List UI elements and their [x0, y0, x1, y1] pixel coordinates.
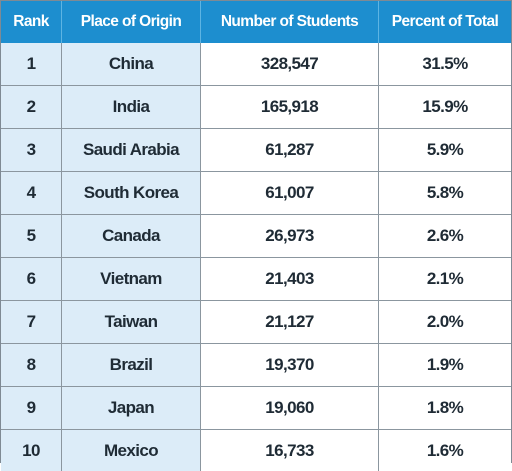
rank-cell: 3: [1, 129, 61, 171]
table-row: 8 Brazil 19,370 1.9%: [1, 343, 511, 386]
percent-of-total-cell: 1.8%: [378, 387, 511, 429]
number-of-students-cell: 21,403: [200, 258, 378, 300]
table-row: 2 India 165,918 15.9%: [1, 85, 511, 128]
table-row: 6 Vietnam 21,403 2.1%: [1, 257, 511, 300]
percent-of-total-cell: 2.6%: [378, 215, 511, 257]
percent-of-total-cell: 1.6%: [378, 430, 511, 471]
table-row: 5 Canada 26,973 2.6%: [1, 214, 511, 257]
rank-cell: 1: [1, 43, 61, 85]
percent-of-total-cell: 15.9%: [378, 86, 511, 128]
number-of-students-cell: 19,060: [200, 387, 378, 429]
number-of-students-cell: 26,973: [200, 215, 378, 257]
rank-cell: 9: [1, 387, 61, 429]
place-of-origin-cell: Saudi Arabia: [61, 129, 200, 171]
rank-cell: 6: [1, 258, 61, 300]
rank-cell: 5: [1, 215, 61, 257]
table-row: 9 Japan 19,060 1.8%: [1, 386, 511, 429]
percent-of-total-cell: 31.5%: [378, 43, 511, 85]
percent-of-total-cell: 5.9%: [378, 129, 511, 171]
number-of-students-cell: 61,007: [200, 172, 378, 214]
header-number-of-students: Number of Students: [200, 1, 378, 43]
percent-of-total-cell: 2.0%: [378, 301, 511, 343]
table-row: 1 China 328,547 31.5%: [1, 43, 511, 85]
percent-of-total-cell: 1.9%: [378, 344, 511, 386]
place-of-origin-cell: Brazil: [61, 344, 200, 386]
place-of-origin-cell: Mexico: [61, 430, 200, 471]
place-of-origin-cell: Japan: [61, 387, 200, 429]
number-of-students-cell: 19,370: [200, 344, 378, 386]
number-of-students-cell: 21,127: [200, 301, 378, 343]
table-header-row: Rank Place of Origin Number of Students …: [1, 1, 511, 43]
rank-cell: 8: [1, 344, 61, 386]
number-of-students-cell: 61,287: [200, 129, 378, 171]
table-row: 3 Saudi Arabia 61,287 5.9%: [1, 128, 511, 171]
table-body: 1 China 328,547 31.5% 2 India 165,918 15.9% 3 Sau…: [1, 43, 511, 471]
place-of-origin-cell: South Korea: [61, 172, 200, 214]
rank-cell: 2: [1, 86, 61, 128]
number-of-students-cell: 16,733: [200, 430, 378, 471]
percent-of-total-cell: 5.8%: [378, 172, 511, 214]
number-of-students-cell: 165,918: [200, 86, 378, 128]
table-row: 10 Mexico 16,733 1.6%: [1, 429, 511, 471]
rank-cell: 10: [1, 430, 61, 471]
rank-cell: 7: [1, 301, 61, 343]
place-of-origin-cell: Taiwan: [61, 301, 200, 343]
header-percent-of-total: Percent of Total: [378, 1, 511, 43]
place-of-origin-cell: Vietnam: [61, 258, 200, 300]
place-of-origin-cell: India: [61, 86, 200, 128]
place-of-origin-cell: China: [61, 43, 200, 85]
header-rank: Rank: [1, 1, 61, 43]
header-place-of-origin: Place of Origin: [61, 1, 200, 43]
place-of-origin-cell: Canada: [61, 215, 200, 257]
number-of-students-cell: 328,547: [200, 43, 378, 85]
percent-of-total-cell: 2.1%: [378, 258, 511, 300]
table-row: 4 South Korea 61,007 5.8%: [1, 171, 511, 214]
rank-cell: 4: [1, 172, 61, 214]
table-row: 7 Taiwan 21,127 2.0%: [1, 300, 511, 343]
